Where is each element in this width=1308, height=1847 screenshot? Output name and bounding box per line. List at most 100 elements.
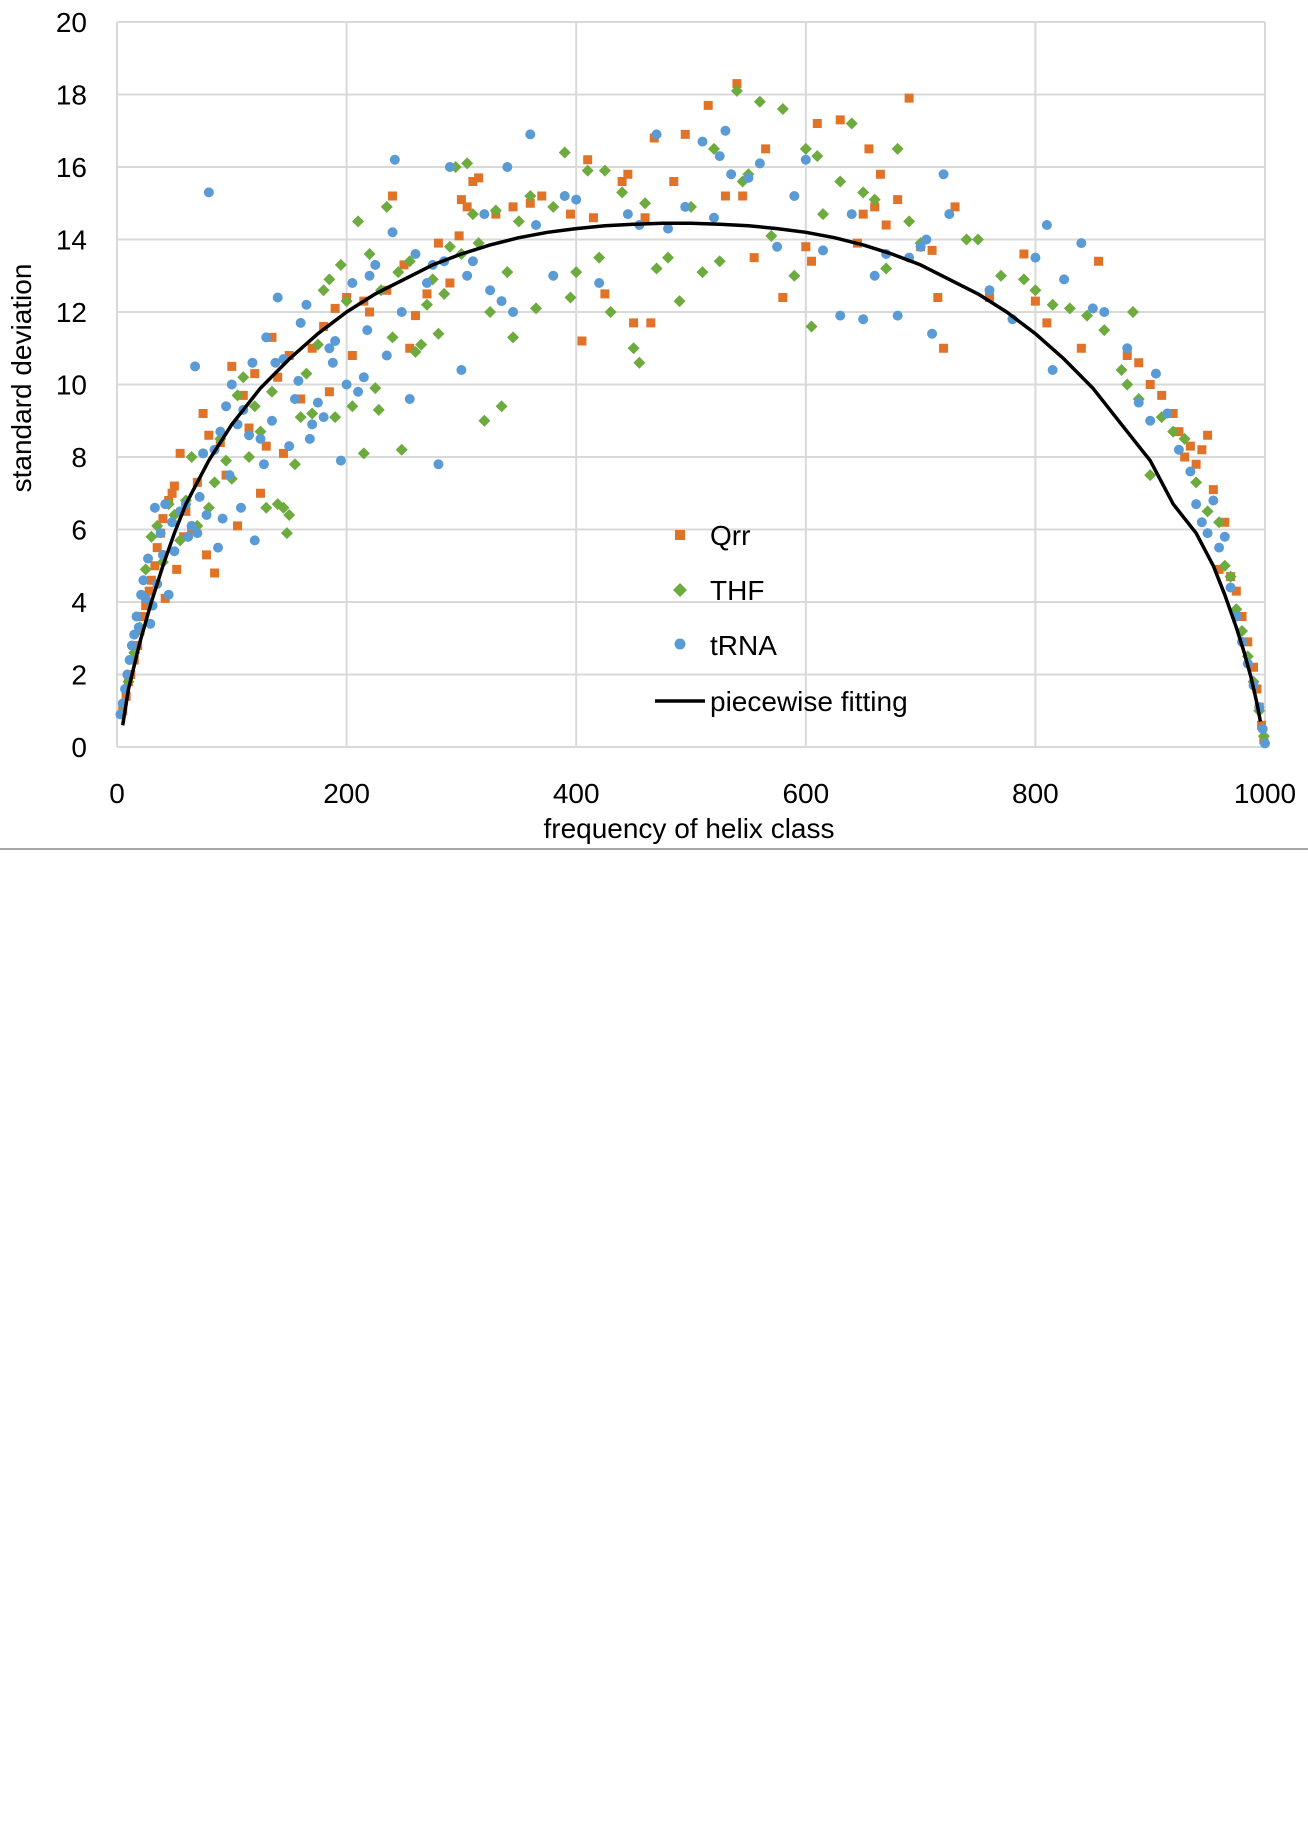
x-tick-label: 800 — [1012, 778, 1059, 809]
trna-point — [138, 575, 149, 586]
qrr-point — [204, 430, 214, 440]
thf-point — [1218, 559, 1231, 572]
thf-point — [507, 331, 520, 344]
thf-point — [254, 425, 267, 438]
qrr-point — [870, 202, 880, 212]
thf-point — [208, 476, 221, 489]
thf-point — [530, 302, 543, 315]
trna-point — [381, 350, 392, 361]
thf-point — [306, 407, 319, 420]
qrr-point — [256, 488, 265, 498]
qrr-point — [330, 303, 340, 313]
legend-item-fit: piecewise fitting — [655, 686, 908, 717]
qrr-point — [307, 343, 317, 353]
trna-point — [456, 365, 467, 375]
thf-point — [145, 530, 158, 543]
qrr-point — [640, 213, 650, 223]
fit-layer — [120, 221, 1263, 726]
trna-point — [772, 241, 783, 252]
qrr-point — [583, 155, 593, 165]
qrr-point — [150, 561, 160, 571]
thf-point — [558, 146, 571, 159]
qrr-point — [388, 191, 398, 201]
thf-point — [395, 443, 408, 456]
legend-marker-thf — [673, 583, 687, 597]
trna-point — [1099, 307, 1110, 317]
thf-point — [834, 175, 847, 188]
qrr-point — [433, 238, 443, 248]
qrr-point — [933, 293, 943, 302]
thf-point — [280, 527, 293, 540]
qrr-point — [927, 245, 937, 255]
thf-point — [1098, 324, 1111, 337]
x-tick-label: 200 — [323, 778, 370, 809]
qrr-point — [227, 361, 237, 371]
thf-point — [334, 258, 347, 271]
qrr-point — [462, 202, 472, 212]
thf-point — [277, 501, 290, 514]
trna-point — [167, 517, 178, 528]
thf-point — [811, 150, 824, 163]
thf-point — [185, 451, 198, 463]
thf-point — [443, 240, 456, 253]
thf-point — [231, 389, 244, 402]
trna-point — [396, 307, 407, 317]
trna-point — [293, 375, 304, 386]
trna-point — [984, 285, 995, 296]
series-layer — [115, 79, 1270, 749]
qrr-point — [565, 209, 575, 219]
trna-point — [266, 415, 277, 426]
thf-point — [817, 208, 830, 221]
trna-point — [289, 394, 300, 404]
trna-point — [247, 357, 258, 368]
x-tick-labels: 0 200 400 600 800 1000 — [109, 778, 1296, 809]
qrr-point — [175, 448, 185, 458]
trna-point — [284, 441, 295, 452]
trna-point — [160, 499, 171, 510]
thf-point — [294, 411, 307, 424]
qrr-point — [365, 307, 375, 317]
qrr-point — [984, 293, 994, 302]
trna-point — [1202, 528, 1213, 539]
trna-point — [1219, 531, 1230, 542]
qrr-point — [273, 372, 283, 382]
qrr-point — [1030, 296, 1040, 306]
thf-point — [696, 266, 709, 279]
qrr-point — [278, 448, 288, 458]
trna-point — [869, 270, 880, 281]
thf-point — [260, 501, 273, 514]
trna-point — [347, 278, 358, 288]
trna-point — [362, 325, 373, 336]
trna-point — [1041, 220, 1052, 230]
thf-point — [461, 157, 474, 170]
qrr-point — [445, 278, 455, 288]
qrr-point — [422, 289, 432, 299]
qrr-point — [1197, 445, 1207, 455]
thf-point — [174, 534, 187, 547]
qrr-point — [1214, 564, 1224, 574]
series-qrr — [118, 79, 1269, 745]
qrr-point — [454, 231, 464, 241]
trna-point — [496, 296, 507, 307]
trna-point — [548, 270, 559, 281]
trna-point — [508, 307, 519, 317]
trna-point — [198, 448, 209, 459]
trna-point — [726, 169, 737, 180]
qrr-point — [835, 115, 845, 125]
y-tick-label: 18 — [56, 80, 87, 111]
trna-point — [680, 201, 691, 212]
qrr-point — [537, 191, 547, 201]
thf-point — [662, 251, 675, 264]
qrr-point — [181, 506, 191, 516]
qrr-point — [904, 93, 914, 103]
qrr-point — [474, 173, 484, 183]
thf-point — [616, 186, 629, 199]
thf-point — [352, 215, 365, 228]
trna-point — [142, 553, 153, 564]
qrr-point — [801, 242, 811, 252]
thf-point — [564, 291, 577, 304]
trna-point — [1191, 499, 1202, 510]
thf-point — [604, 306, 617, 318]
thf-point — [329, 411, 342, 424]
qrr-point — [1231, 586, 1241, 596]
